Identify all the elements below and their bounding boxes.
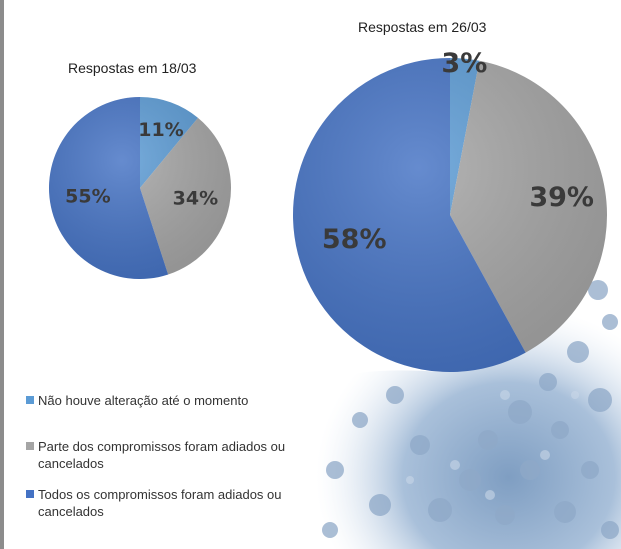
legend-swatch	[26, 490, 34, 498]
pie-data-label-18-03-1: 34%	[173, 188, 218, 210]
legend-swatch	[26, 396, 34, 404]
legend-item-all: Todos os compromissos foram adiados ou c…	[26, 486, 288, 520]
pie-data-label-26-03-1: 39%	[529, 182, 594, 213]
left-border-rule	[0, 0, 4, 549]
legend-label: Todos os compromissos foram adiados ou c…	[38, 487, 282, 519]
pie-shading-26-03	[293, 58, 607, 372]
pie-data-label-26-03-2: 58%	[322, 224, 387, 255]
chart-legend: Não houve alteração até o momento Parte …	[14, 382, 295, 529]
legend-item-no-change: Não houve alteração até o momento	[26, 392, 288, 409]
legend-label: Não houve alteração até o momento	[38, 393, 249, 408]
legend-swatch	[26, 442, 34, 450]
pie-data-label-18-03-0: 11%	[138, 119, 183, 141]
pie-shading-18-03	[49, 97, 231, 279]
legend-item-partial: Parte dos compromissos foram adiados ou …	[26, 438, 288, 472]
pie-data-label-18-03-2: 55%	[65, 185, 110, 207]
chart-title-26-03: Respostas em 26/03	[358, 19, 487, 35]
chart-title-18-03: Respostas em 18/03	[68, 60, 197, 76]
pie-data-label-26-03-0: 3%	[441, 48, 487, 79]
legend-label: Parte dos compromissos foram adiados ou …	[38, 439, 286, 471]
